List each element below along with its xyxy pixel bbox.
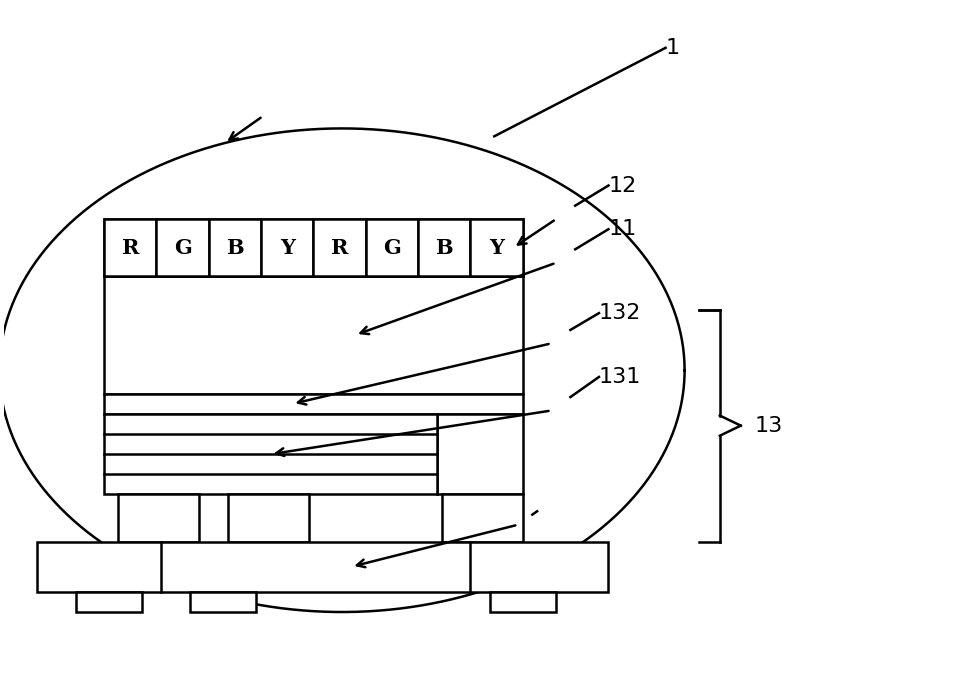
Text: 131: 131 [599,367,641,387]
Bar [208,219,261,276]
Bar [104,219,156,276]
Bar [104,276,523,394]
Bar [442,494,523,541]
Bar [76,592,142,612]
Bar [37,541,609,592]
Text: R: R [122,237,139,258]
Text: Y: Y [490,237,504,258]
Text: 1: 1 [665,38,680,58]
Bar [366,219,419,276]
Bar [470,219,523,276]
Bar [190,592,256,612]
Text: G: G [383,237,401,258]
Bar [490,592,556,612]
Bar [118,494,200,541]
Bar [437,414,523,494]
Bar [228,494,309,541]
Text: 11: 11 [609,219,636,239]
Text: 132: 132 [599,303,641,323]
Text: 12: 12 [609,175,636,196]
Text: G: G [174,237,191,258]
Text: R: R [331,237,348,258]
Bar [261,219,314,276]
Bar [104,414,437,494]
Text: 13: 13 [755,415,783,436]
Text: B: B [227,237,244,258]
Bar [314,219,366,276]
Text: Y: Y [279,237,295,258]
Text: B: B [436,237,453,258]
Bar [156,219,208,276]
Bar [104,394,523,414]
Bar [104,219,523,276]
Bar [419,219,470,276]
